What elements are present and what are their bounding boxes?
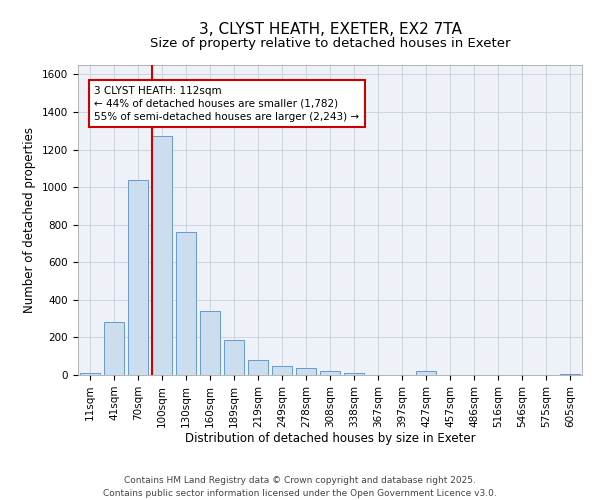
Bar [152, 136, 172, 375]
Bar [560, 374, 580, 375]
Bar [224, 340, 244, 375]
Bar [272, 366, 292, 375]
Text: Size of property relative to detached houses in Exeter: Size of property relative to detached ho… [150, 38, 510, 51]
Bar [200, 311, 220, 375]
Text: Contains HM Land Registry data © Crown copyright and database right 2025.
Contai: Contains HM Land Registry data © Crown c… [103, 476, 497, 498]
Text: 3 CLYST HEATH: 112sqm
← 44% of detached houses are smaller (1,782)
55% of semi-d: 3 CLYST HEATH: 112sqm ← 44% of detached … [94, 86, 359, 122]
Bar [320, 371, 340, 375]
Y-axis label: Number of detached properties: Number of detached properties [23, 127, 37, 313]
Bar [176, 232, 196, 375]
X-axis label: Distribution of detached houses by size in Exeter: Distribution of detached houses by size … [185, 432, 475, 446]
Text: 3, CLYST HEATH, EXETER, EX2 7TA: 3, CLYST HEATH, EXETER, EX2 7TA [199, 22, 461, 38]
Bar [344, 373, 364, 375]
Bar [296, 368, 316, 375]
Bar [80, 373, 100, 375]
Bar [104, 322, 124, 375]
Bar [248, 360, 268, 375]
Bar [416, 371, 436, 375]
Bar [128, 180, 148, 375]
